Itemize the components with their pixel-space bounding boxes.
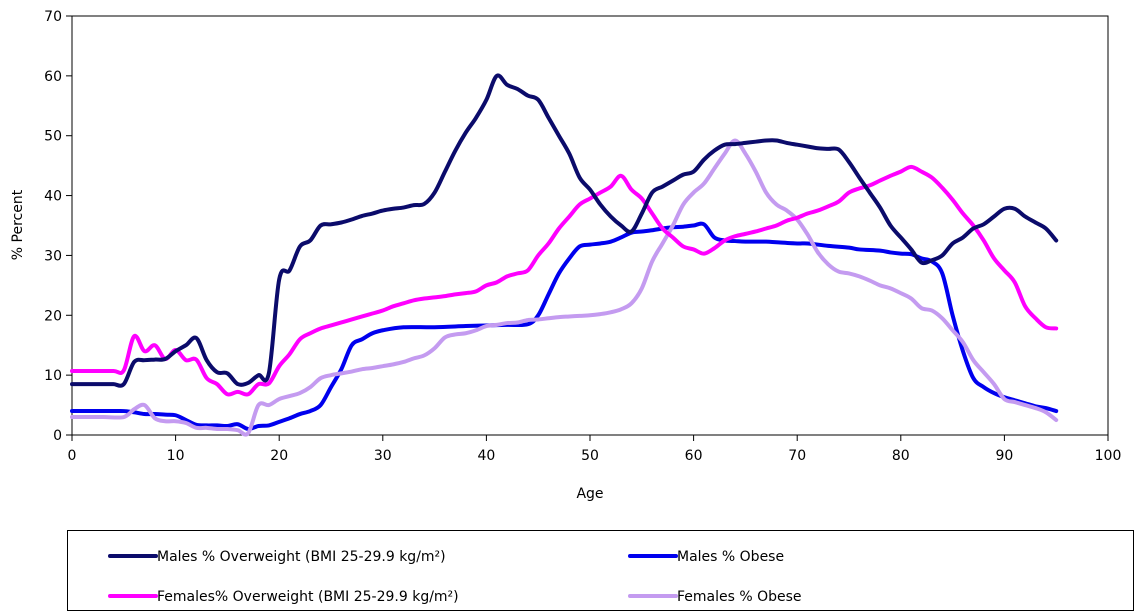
- x-tick-label: 90: [995, 448, 1013, 464]
- legend-item-males-overweight: Males % Overweight (BMI 25-29.9 kg/m²): [108, 549, 446, 565]
- legend: Males % Overweight (BMI 25-29.9 kg/m²) Ma…: [67, 530, 1134, 611]
- legend-item-males-obese: Males % Obese: [628, 549, 784, 565]
- legend-box: [67, 530, 1134, 611]
- y-tick-label: 50: [44, 129, 62, 145]
- x-tick-label: 20: [270, 448, 288, 464]
- series-lines: [70, 73, 1059, 437]
- legend-item-females-overweight: Females% Overweight (BMI 25-29.9 kg/m²): [108, 589, 459, 605]
- legend-label: Females% Overweight (BMI 25-29.9 kg/m²): [157, 589, 459, 605]
- y-tick-label: 20: [44, 308, 62, 324]
- x-tick-label: 60: [685, 448, 703, 464]
- series-females-overweight: [70, 164, 1059, 397]
- x-tick-label: 10: [167, 448, 185, 464]
- y-tick-label: 10: [44, 368, 62, 384]
- x-tick-label: 70: [788, 448, 806, 464]
- y-tick-label: 0: [53, 428, 62, 444]
- x-tick-label: 50: [581, 448, 599, 464]
- legend-item-females-obese: Females % Obese: [628, 589, 802, 605]
- y-tick-label: 70: [44, 9, 62, 25]
- legend-label: Males % Obese: [677, 549, 784, 565]
- x-axis-title: Age: [576, 486, 603, 502]
- y-tick-label: 40: [44, 189, 62, 205]
- x-tick-label: 80: [892, 448, 910, 464]
- legend-label: Males % Overweight (BMI 25-29.9 kg/m²): [157, 549, 446, 565]
- y-axis-title: % Percent: [10, 189, 26, 260]
- y-tick-label: 30: [44, 248, 62, 264]
- legend-label: Females % Obese: [677, 589, 802, 605]
- axes: 0 10 20 30 40 50 60 70 0 10 20 30 40 50 60 70 80 90 100: [44, 9, 1121, 464]
- x-tick-label: 40: [477, 448, 495, 464]
- series-females-obese: [70, 138, 1059, 437]
- x-tick-label: 100: [1095, 448, 1122, 464]
- series-males-overweight: [70, 73, 1059, 388]
- x-tick-label: 0: [68, 448, 77, 464]
- x-tick-label: 30: [374, 448, 392, 464]
- y-tick-label: 60: [44, 69, 62, 85]
